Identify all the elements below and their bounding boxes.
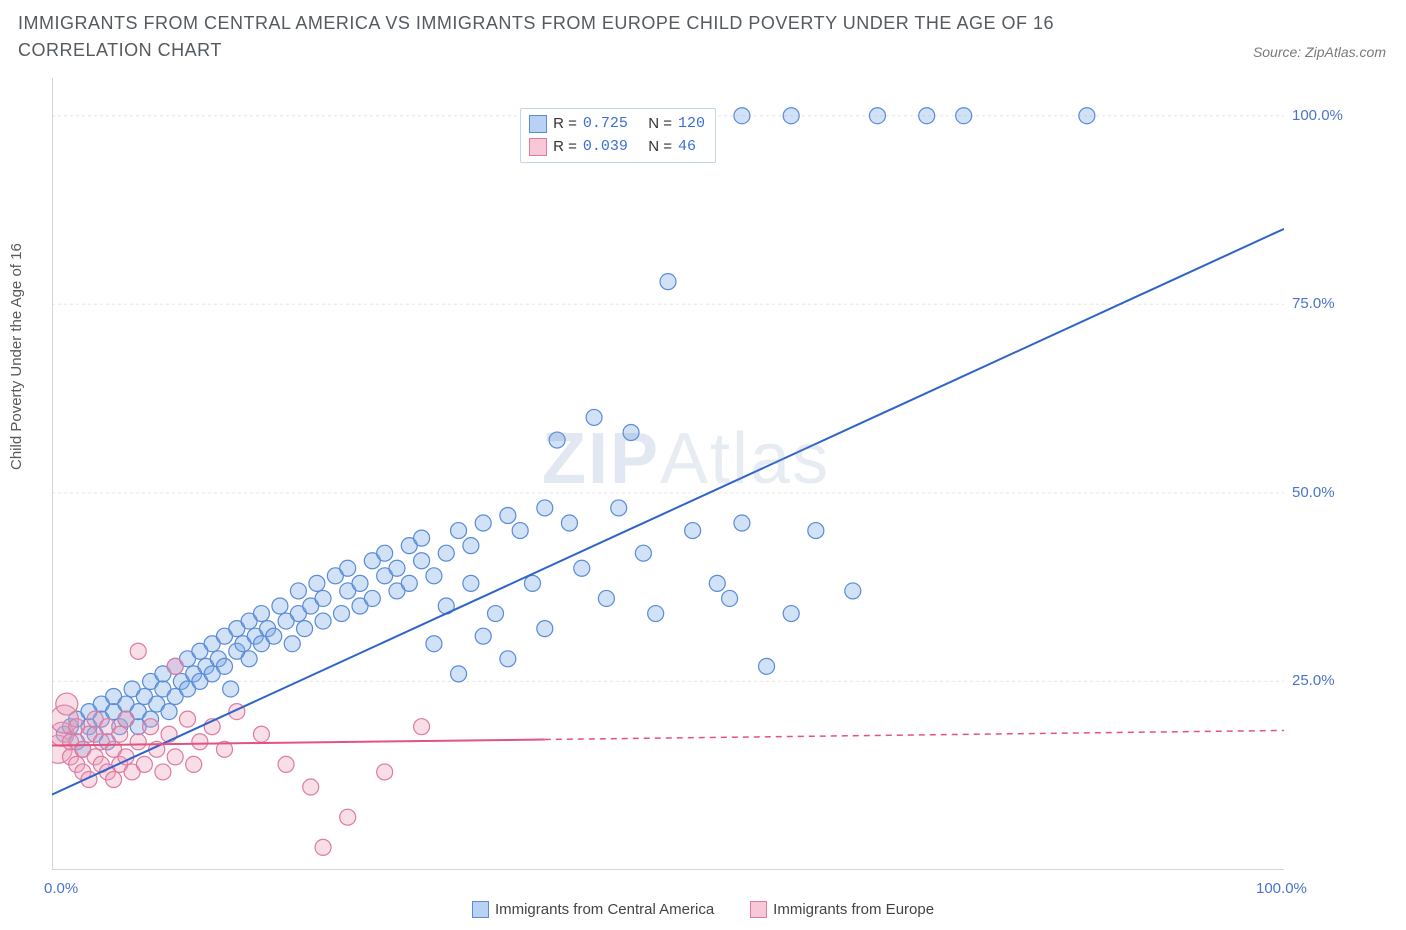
legend-r-label: R =: [553, 113, 577, 136]
x-tick-label: 0.0%: [44, 880, 78, 897]
legend-n-label: N =: [648, 136, 672, 159]
legend-swatch: [750, 901, 767, 918]
scatter-plot: ZIPAtlas R =0.725 N =120R =0.039 N = 46: [52, 78, 1284, 870]
legend-swatch: [529, 115, 547, 133]
series-legend-label: Immigrants from Central America: [495, 901, 714, 918]
correlation-legend: R = 0.725 N = 120 R = 0.039 N = 46: [520, 108, 716, 163]
y-tick-label: 100.0%: [1292, 107, 1343, 124]
chart-title: IMMIGRANTS FROM CENTRAL AMERICA VS IMMIG…: [18, 10, 1118, 64]
chart-svg: [52, 78, 1284, 870]
x-tick-label: 100.0%: [1256, 880, 1307, 897]
y-axis-label: Child Poverty Under the Age of 16: [8, 243, 25, 470]
series-legend-label: Immigrants from Europe: [773, 901, 934, 918]
y-tick-label: 75.0%: [1292, 295, 1335, 312]
legend-r-label: R =: [553, 136, 577, 159]
y-tick-label: 50.0%: [1292, 484, 1335, 501]
series-legend: Immigrants from Central America Immigrant…: [0, 901, 1406, 922]
legend-row: R = 0.039 N = 46: [529, 136, 705, 159]
legend-row: R = 0.725 N = 120: [529, 113, 705, 136]
legend-n-label: N =: [648, 113, 672, 136]
legend-swatch: [472, 901, 489, 918]
y-tick-label: 25.0%: [1292, 672, 1335, 689]
legend-r-value: 0.725: [583, 113, 628, 136]
legend-n-value: 46: [678, 136, 696, 159]
series-legend-item: Immigrants from Central America: [472, 901, 714, 918]
series-legend-item: Immigrants from Europe: [750, 901, 934, 918]
legend-swatch: [529, 138, 547, 156]
source-attribution: Source: ZipAtlas.com: [1253, 44, 1386, 60]
legend-r-value: 0.039: [583, 136, 628, 159]
legend-n-value: 120: [678, 113, 705, 136]
